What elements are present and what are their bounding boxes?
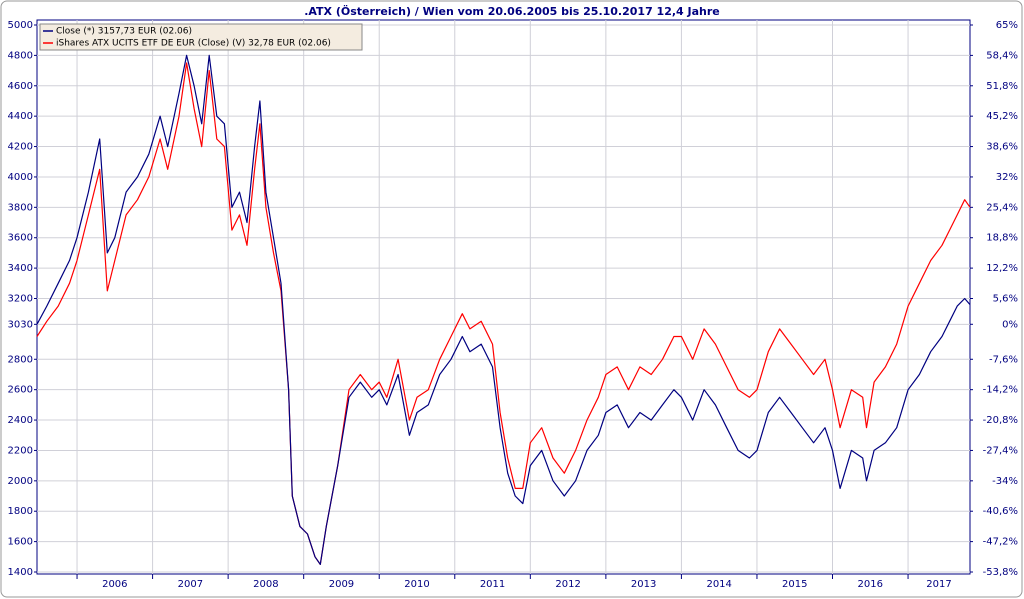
x-tick-label: 2010 — [404, 579, 429, 590]
y2-tick-label: 65% — [996, 20, 1018, 31]
x-tick-label: 2015 — [782, 579, 807, 590]
legend: Close (*) 3157,73 EUR (02.06) iShares ATX… — [39, 23, 363, 51]
y-tick-label: 4200 — [8, 142, 33, 153]
y-tick-label: 5000 — [8, 20, 33, 31]
y-tick-label: 4000 — [8, 172, 33, 183]
y2-tick-label: 12,2% — [986, 263, 1018, 274]
x-tick-label: 2014 — [706, 579, 731, 590]
y-tick-label: 4800 — [8, 50, 33, 61]
series-line — [36, 62, 971, 565]
plot-area — [36, 19, 971, 575]
x-tick-label: 2006 — [102, 579, 127, 590]
y2-tick-label: -40,6% — [983, 506, 1018, 517]
y-tick-label: 1800 — [8, 506, 33, 517]
y2-tick-label: 45,2% — [986, 111, 1018, 122]
series-line — [36, 54, 971, 565]
y-tick-label: 3400 — [8, 263, 33, 274]
y-tick-label: 2000 — [8, 476, 33, 487]
y2-tick-label: 5,6% — [993, 294, 1018, 305]
legend-box — [39, 23, 363, 51]
y2-tick-label: 18,8% — [986, 233, 1018, 244]
x-tick-label: 2008 — [253, 579, 278, 590]
x-tick-label: 2017 — [926, 579, 951, 590]
y2-tick-label: 0% — [1002, 319, 1018, 330]
y2-tick-label: -27,4% — [983, 445, 1018, 456]
y2-tick-label: -14,2% — [983, 385, 1018, 396]
y2-tick-label: 25,4% — [986, 202, 1018, 213]
y-tick-label: 2600 — [8, 385, 33, 396]
chart-title: .ATX (Österreich) / Wien vom 20.06.2005 … — [304, 4, 720, 18]
y2-tick-label: 38,6% — [986, 142, 1018, 153]
y2-tick-label: -20,8% — [983, 415, 1018, 426]
x-tick-label: 2011 — [480, 579, 505, 590]
x-tick-label: 2016 — [858, 579, 883, 590]
y-tick-label: 2800 — [8, 354, 33, 365]
y2-tick-label: -53,8% — [983, 567, 1018, 578]
x-tick-label: 2012 — [555, 579, 580, 590]
y2-tick-label: -7,6% — [989, 354, 1018, 365]
legend-label: Close (*) 3157,73 EUR (02.06) — [56, 27, 192, 37]
y-tick-label: 3030 — [8, 319, 33, 330]
y-tick-label: 2200 — [8, 445, 33, 456]
y2-tick-label: 32% — [996, 172, 1018, 183]
y-tick-label: 1600 — [8, 537, 33, 548]
y-tick-label: 1400 — [8, 567, 33, 578]
y2-tick-label: 51,8% — [986, 81, 1018, 92]
x-tick-label: 2013 — [631, 579, 656, 590]
y-tick-label: 3200 — [8, 294, 33, 305]
y-tick-label: 3800 — [8, 202, 33, 213]
y-tick-label: 2400 — [8, 415, 33, 426]
y-tick-label: 3600 — [8, 233, 33, 244]
x-tick-label: 2007 — [178, 579, 203, 590]
y-tick-label: 4400 — [8, 111, 33, 122]
y-tick-label: 4600 — [8, 81, 33, 92]
y2-tick-label: 58,4% — [986, 50, 1018, 61]
legend-label: iShares ATX UCITS ETF DE EUR (Close) (V)… — [56, 39, 331, 49]
x-tick-label: 2009 — [329, 579, 354, 590]
y2-tick-label: -34% — [992, 476, 1018, 487]
y2-tick-label: -47,2% — [983, 537, 1018, 548]
